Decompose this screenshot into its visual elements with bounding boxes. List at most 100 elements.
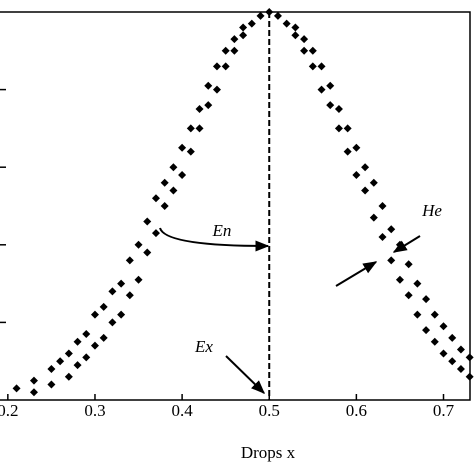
point: [308, 62, 317, 71]
point: [99, 333, 108, 342]
point: [334, 124, 343, 133]
annotation: He: [421, 201, 442, 220]
point: [125, 291, 134, 300]
point: [160, 178, 169, 187]
point: [378, 202, 387, 210]
point: [12, 384, 21, 393]
point: [204, 81, 213, 90]
point: [430, 310, 439, 319]
point: [422, 295, 431, 304]
point: [29, 388, 38, 397]
point: [230, 35, 239, 44]
point: [422, 326, 431, 335]
point: [239, 31, 248, 40]
point: [265, 8, 274, 16]
point: [204, 101, 213, 110]
point: [151, 194, 160, 203]
point: [465, 372, 474, 381]
point: [212, 85, 221, 94]
he-arrow: [335, 261, 378, 287]
point: [73, 337, 82, 346]
he-arrow: [392, 235, 421, 253]
point: [125, 256, 134, 265]
point: [143, 248, 152, 257]
point: [378, 233, 387, 242]
x-tick-label: 0.3: [84, 401, 105, 420]
point: [82, 353, 91, 362]
point: [291, 23, 300, 32]
point: [317, 62, 326, 71]
point: [282, 19, 291, 28]
point: [369, 213, 378, 222]
x-tick-label: 0.2: [0, 401, 18, 420]
point: [56, 357, 65, 366]
point: [47, 380, 56, 389]
point: [186, 124, 195, 133]
point: [239, 23, 248, 32]
point: [465, 353, 474, 362]
point: [273, 11, 282, 20]
point: [256, 11, 265, 20]
point: [143, 217, 152, 226]
point: [361, 163, 370, 172]
point: [308, 46, 317, 55]
point: [73, 361, 82, 370]
point: [221, 46, 230, 55]
point: [413, 310, 422, 319]
point: [317, 85, 326, 94]
x-tick-label: 0.6: [346, 401, 367, 420]
point: [151, 229, 160, 238]
point: [343, 147, 352, 156]
point: [369, 178, 378, 187]
ex-arrow: [225, 355, 266, 394]
point: [247, 19, 256, 28]
point: [413, 279, 422, 288]
point: [29, 376, 38, 385]
point: [212, 62, 221, 71]
point: [108, 318, 117, 327]
point: [117, 279, 126, 288]
point: [404, 260, 413, 269]
x-tick-label: 0.4: [171, 401, 193, 420]
point: [334, 105, 343, 113]
point: [108, 287, 117, 296]
point: [404, 291, 413, 300]
point: [343, 124, 352, 133]
x-tick-label: 0.7: [433, 401, 455, 420]
point: [448, 357, 457, 366]
point: [178, 143, 187, 152]
point: [47, 364, 56, 373]
point: [99, 302, 108, 311]
point: [291, 31, 300, 40]
point: [221, 62, 230, 71]
point: [352, 170, 361, 179]
point: [195, 124, 204, 133]
point: [230, 46, 239, 55]
point: [90, 310, 99, 319]
annotation: Ex: [194, 337, 213, 356]
point: [448, 333, 457, 342]
point: [195, 105, 204, 113]
point: [300, 46, 309, 55]
x-tick-label: 0.5: [259, 401, 280, 420]
plot-frame: [0, 11, 471, 401]
point: [186, 147, 195, 156]
point: [300, 35, 309, 44]
point: [430, 337, 439, 346]
point: [134, 240, 143, 249]
point: [64, 372, 73, 381]
point: [387, 225, 396, 234]
point: [134, 275, 143, 284]
point: [395, 240, 404, 249]
point: [326, 81, 335, 90]
point: [387, 256, 396, 265]
point: [169, 186, 178, 195]
en-arrow: [159, 227, 270, 252]
x-axis-label: Drops x: [241, 443, 296, 462]
point: [456, 364, 465, 373]
point: [82, 330, 91, 339]
point: [361, 186, 370, 195]
point: [395, 275, 404, 284]
point: [90, 341, 99, 350]
